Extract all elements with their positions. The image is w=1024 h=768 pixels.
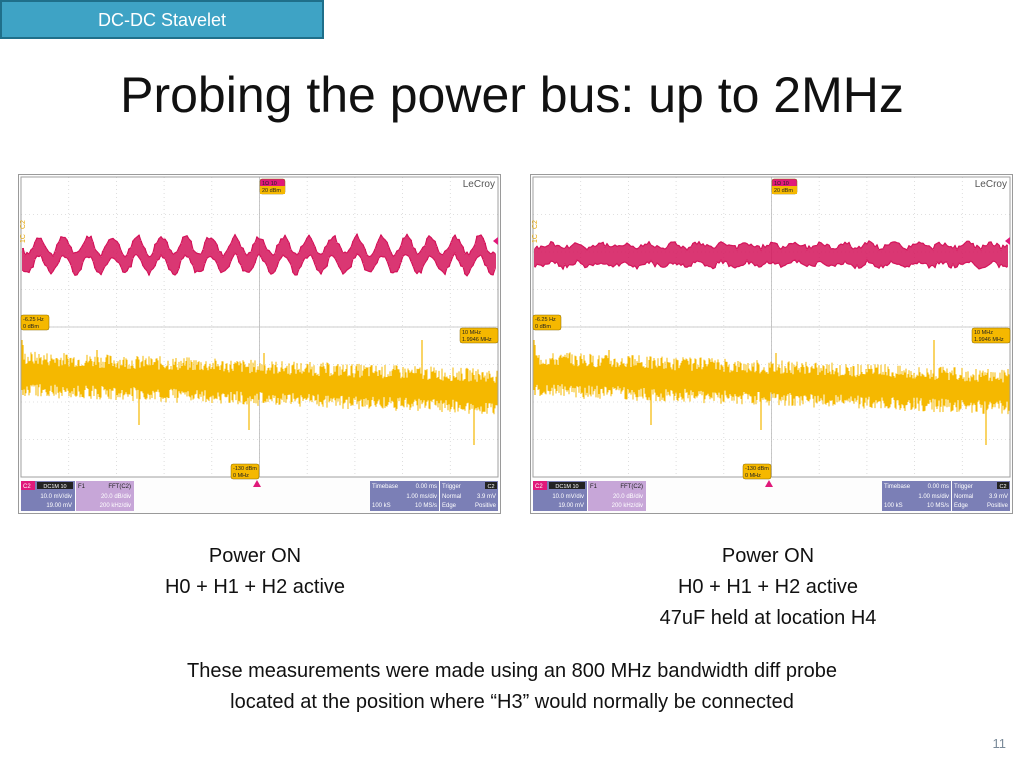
math-function: FFT(C2) bbox=[620, 484, 643, 490]
trigger-panel[interactable]: Trigger C2 Normal 3.9 mV Edge Positive bbox=[952, 481, 1010, 511]
timebase-panel[interactable]: Timebase 0.00 ms 1.00 ms/div 100 kS 10 MS/s bbox=[882, 481, 951, 511]
math-scale: 20.0 dB/div bbox=[101, 494, 131, 500]
caption-left-line: Power ON bbox=[208, 545, 302, 567]
left-level-marker-value: -6.25 Hz bbox=[535, 317, 556, 323]
left-level-marker: -6.25 Hz0 dBm bbox=[20, 314, 50, 331]
math-scale: 20.0 dB/div bbox=[613, 494, 643, 500]
math-hscale: 200 kHz/div bbox=[612, 503, 643, 509]
timebase-panel[interactable]: Timebase 0.00 ms 1.00 ms/div 100 kS 10 MS/s bbox=[370, 481, 439, 511]
channel-label: C2 bbox=[535, 484, 543, 490]
f1-right-marker-sub: 1.9946 MHz bbox=[462, 337, 492, 343]
timebase-label: Timebase bbox=[884, 484, 911, 490]
math-label: F1 bbox=[78, 484, 86, 490]
f1-right-marker-sub: 1.9946 MHz bbox=[974, 337, 1004, 343]
page-number: 11 bbox=[992, 736, 1007, 751]
caption-left-line: H0 + H1 + H2 active bbox=[164, 576, 346, 598]
c2-top-marker-sub-overlay: 20 dBm bbox=[774, 188, 793, 194]
trace-side-label: 1C bbox=[532, 234, 539, 243]
fft-trace bbox=[533, 340, 1010, 445]
caption-right-line: 47uF held at location H4 bbox=[659, 607, 877, 629]
lecroy-logo: LeCroy bbox=[463, 179, 495, 190]
trigger-mode: Normal bbox=[954, 494, 973, 500]
left-level-marker-value: -6.25 Hz bbox=[23, 317, 44, 323]
note-line: located at the position where “H3” would… bbox=[230, 691, 794, 713]
trigger-level: 3.9 mV bbox=[989, 494, 1008, 500]
channel-c2-panel[interactable]: C2 DC1M 10 10.0 mV/div 19.00 mV bbox=[533, 481, 587, 511]
math-label: F1 bbox=[590, 484, 598, 490]
timebase-rate: 10 MS/s bbox=[927, 503, 949, 509]
c2-top-marker-sub-overlay: 20 dBm bbox=[262, 188, 281, 194]
caption-right-line: H0 + H1 + H2 active bbox=[677, 576, 859, 598]
trigger-label: Trigger bbox=[954, 484, 973, 490]
c2-top-marker-value: 1Ω 10 bbox=[262, 181, 277, 187]
caption-left: Power ON H0 + H1 + H2 active bbox=[120, 541, 390, 603]
bottom-marker-sub: 0 MHz bbox=[745, 473, 761, 479]
channel-scale: 10.0 mV/div bbox=[552, 494, 584, 500]
trigger-label: Trigger bbox=[442, 484, 461, 490]
f1-right-marker-value: 10 MHz bbox=[974, 330, 993, 336]
trigger-panel[interactable]: Trigger C2 Normal 3.9 mV Edge Positive bbox=[440, 481, 498, 511]
bottom-marker-value: -130 dBm bbox=[233, 466, 257, 472]
bottom-marker-value: -130 dBm bbox=[745, 466, 769, 472]
fft-trace bbox=[21, 340, 498, 445]
trace-side-label: C2 bbox=[20, 220, 27, 229]
trace-side-label: 1C bbox=[20, 234, 27, 243]
timebase-samples: 100 kS bbox=[372, 503, 391, 509]
channel-c2-panel[interactable]: C2 DC1M 10 10.0 mV/div 19.00 mV bbox=[21, 481, 75, 511]
lecroy-logo: LeCroy bbox=[975, 179, 1007, 190]
time-domain-trace bbox=[534, 240, 1008, 271]
channel-coupling: DC1M 10 bbox=[43, 484, 66, 490]
channel-coupling: DC1M 10 bbox=[555, 484, 578, 490]
section-tag: DC-DC Stavelet bbox=[0, 0, 324, 39]
channel-offset: 19.00 mV bbox=[46, 503, 72, 509]
trigger-level: 3.9 mV bbox=[477, 494, 496, 500]
timebase-samples: 100 kS bbox=[884, 503, 903, 509]
bottom-marker-sub: 0 MHz bbox=[233, 473, 249, 479]
left-level-marker-sub: 0 dBm bbox=[535, 324, 551, 330]
math-hscale: 200 kHz/div bbox=[100, 503, 131, 509]
math-function: FFT(C2) bbox=[108, 484, 131, 490]
c2-top-marker-value: 1Ω 10 bbox=[774, 181, 789, 187]
math-f1-panel[interactable]: F1 FFT(C2) 20.0 dB/div 200 kHz/div bbox=[76, 481, 134, 511]
note-line: These measurements were made using an 80… bbox=[187, 660, 837, 682]
trigger-type: Edge bbox=[442, 503, 457, 509]
left-level-marker: -6.25 Hz0 dBm bbox=[532, 314, 562, 331]
time-domain-trace bbox=[22, 232, 496, 277]
page-title: Probing the power bus: up to 2MHz bbox=[120, 67, 904, 123]
trigger-slope: Positive bbox=[987, 503, 1009, 509]
f1-right-marker-value: 10 MHz bbox=[462, 330, 481, 336]
timebase-delay: 0.00 ms bbox=[416, 484, 437, 490]
trace-side-label: C2 bbox=[532, 220, 539, 229]
trigger-type: Edge bbox=[954, 503, 969, 509]
timebase-rate: 10 MS/s bbox=[415, 503, 437, 509]
left-level-marker-sub: 0 dBm bbox=[23, 324, 39, 330]
math-f1-panel[interactable]: F1 FFT(C2) 20.0 dB/div 200 kHz/div bbox=[588, 481, 646, 511]
trigger-mode: Normal bbox=[442, 494, 461, 500]
channel-offset: 19.00 mV bbox=[558, 503, 584, 509]
channel-label: C2 bbox=[23, 484, 31, 490]
caption-right-line: Power ON bbox=[721, 545, 815, 567]
channel-scale: 10.0 mV/div bbox=[40, 494, 72, 500]
timebase-scale: 1.00 ms/div bbox=[918, 494, 949, 500]
trigger-slope: Positive bbox=[475, 503, 497, 509]
timebase-delay: 0.00 ms bbox=[928, 484, 949, 490]
trigger-channel: C2 bbox=[999, 484, 1006, 490]
timebase-scale: 1.00 ms/div bbox=[406, 494, 437, 500]
measurement-note: These measurements were made using an 80… bbox=[0, 656, 1024, 718]
trigger-channel: C2 bbox=[487, 484, 494, 490]
caption-right: Power ON H0 + H1 + H2 active 47uF held a… bbox=[600, 541, 936, 634]
timebase-label: Timebase bbox=[372, 484, 399, 490]
